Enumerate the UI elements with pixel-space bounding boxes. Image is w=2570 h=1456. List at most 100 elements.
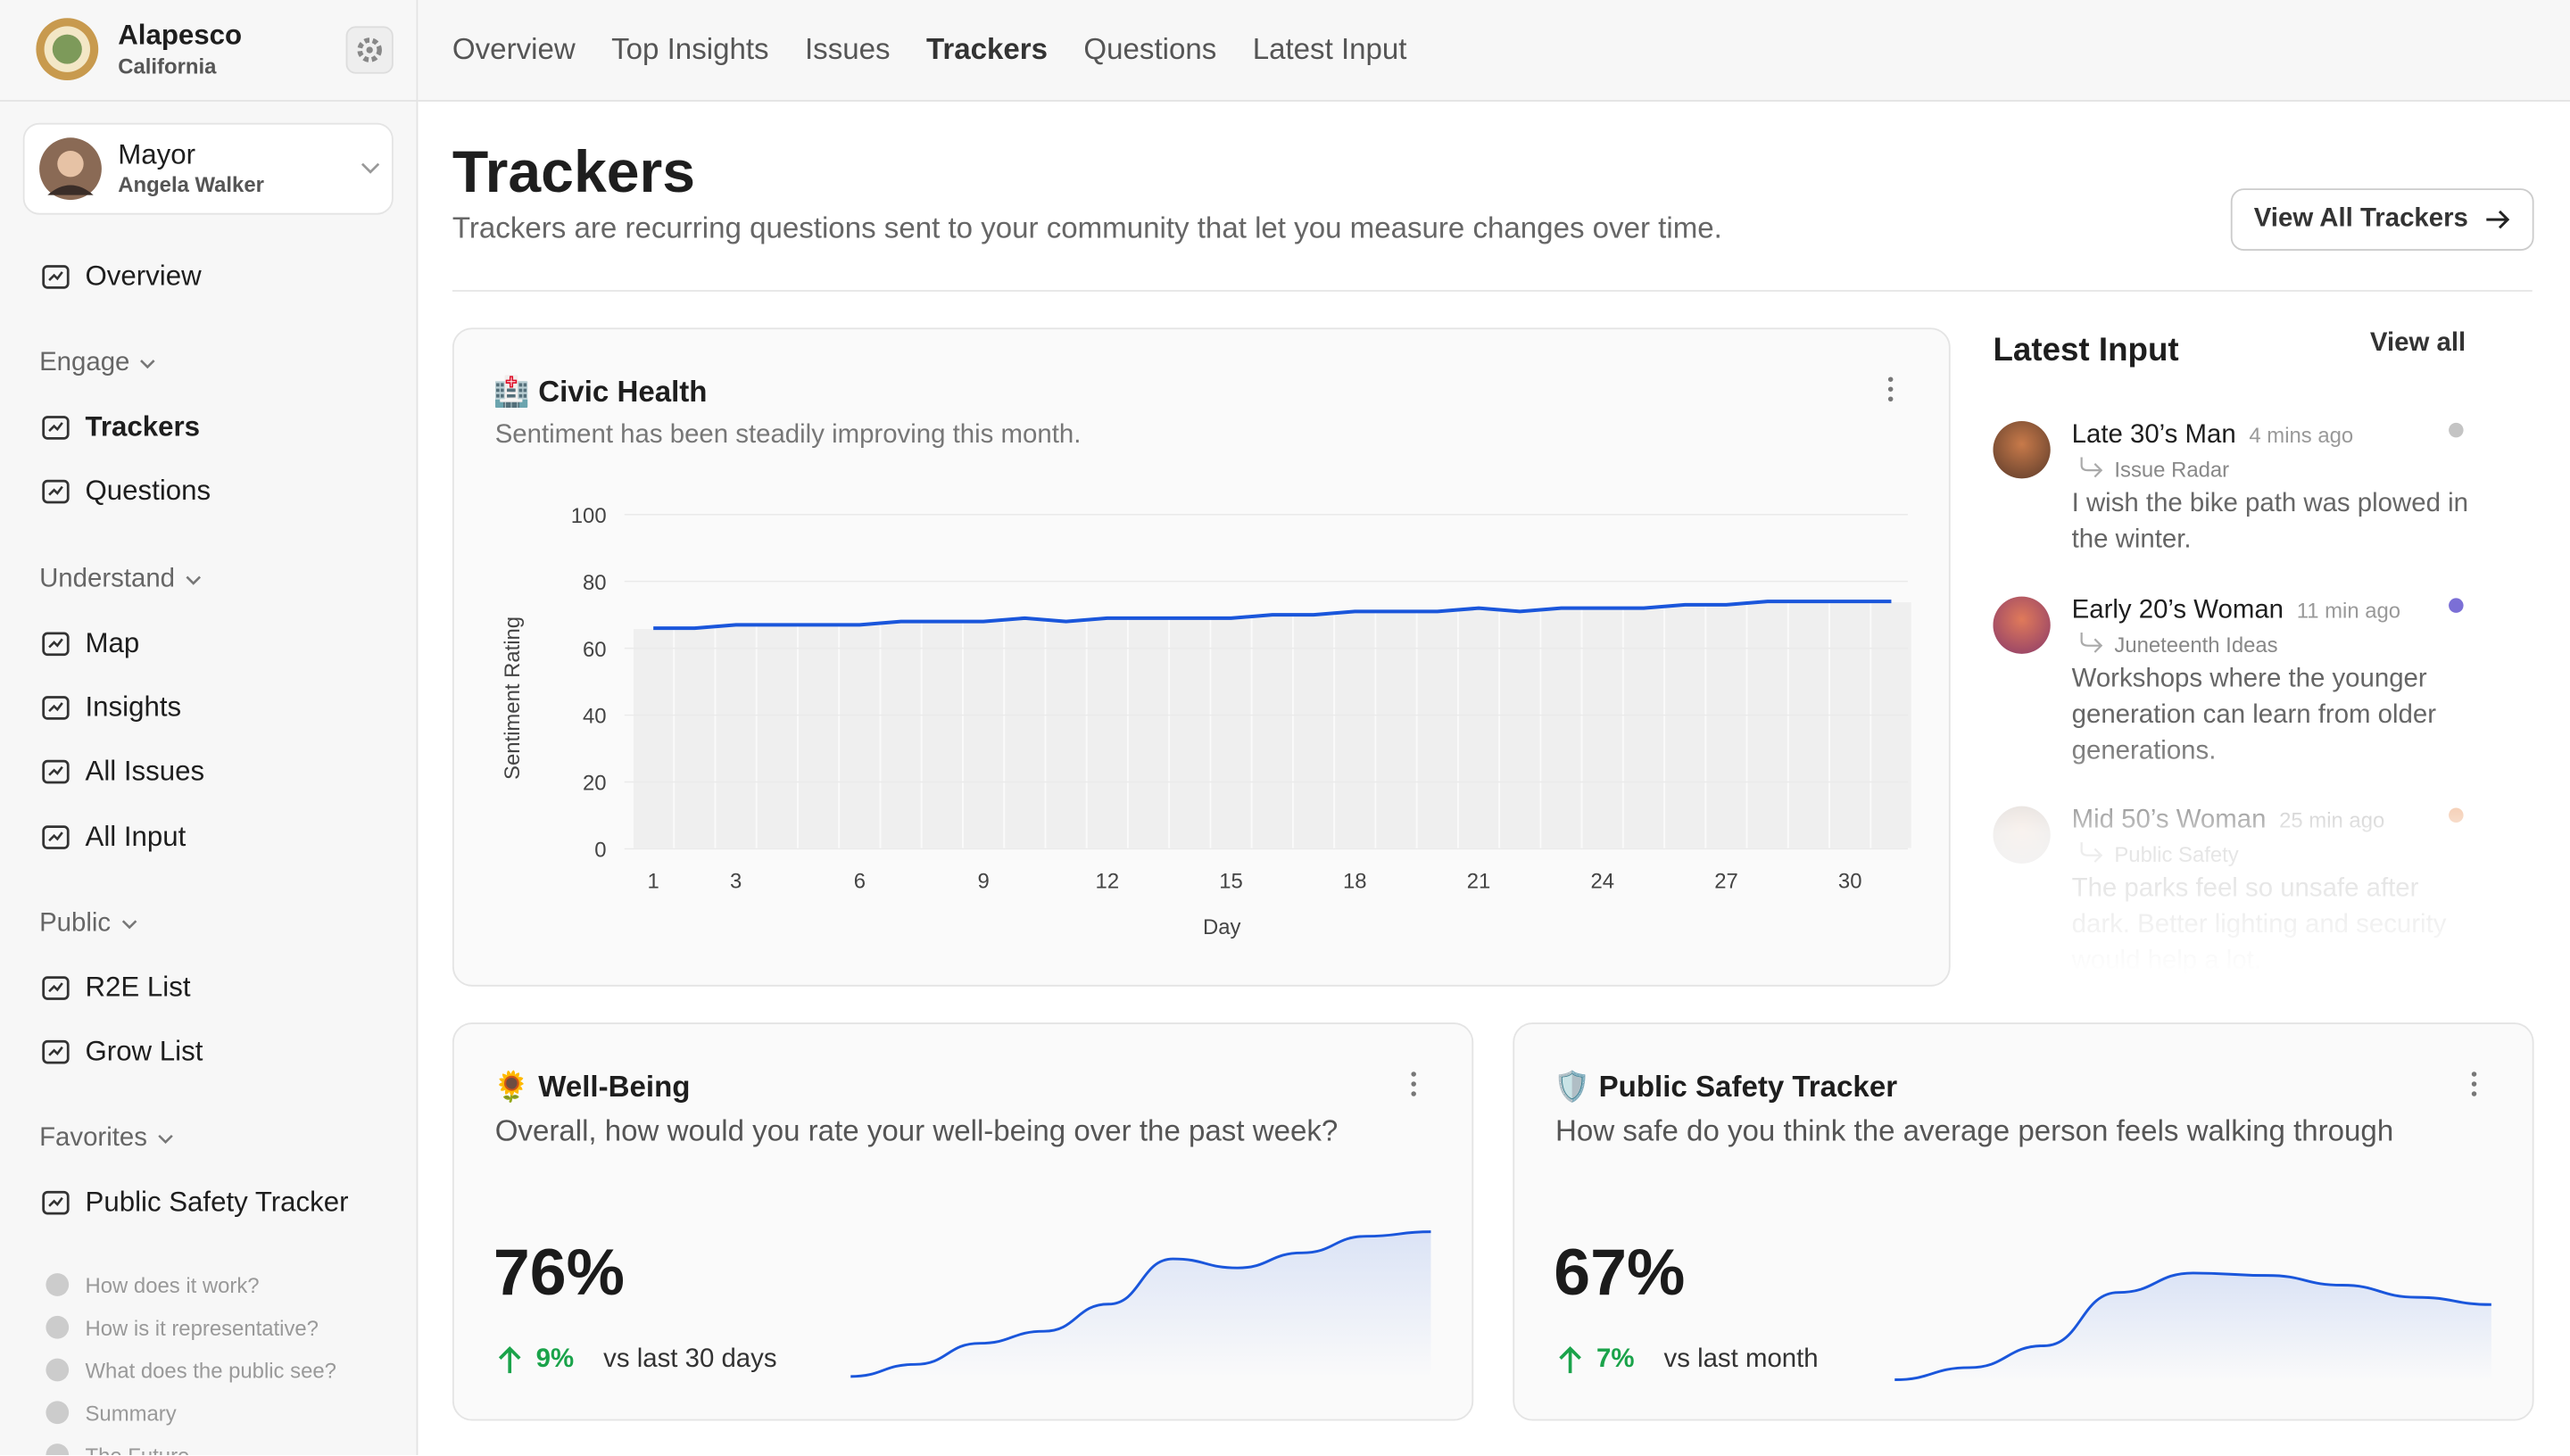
- help-link[interactable]: The Future: [85, 1443, 190, 1456]
- nav-icon: [42, 760, 70, 784]
- page-title: Trackers: [452, 137, 696, 205]
- bar: [1539, 607, 1583, 850]
- input-header: Early 20’s Woman 11 min ago: [2072, 597, 2400, 626]
- icon-shape: [48, 486, 63, 497]
- section-header[interactable]: Engage: [39, 344, 156, 384]
- card-subtitle: Sentiment has been steadily improving th…: [494, 421, 1082, 450]
- icon-shape: [42, 480, 70, 504]
- input-time: 4 mins ago: [2249, 422, 2354, 448]
- icon-shape: [42, 824, 70, 848]
- card-icon: 🏥: [493, 375, 531, 409]
- help-link[interactable]: How is it representative?: [85, 1314, 319, 1340]
- x-axis-label: Day: [1203, 915, 1241, 939]
- input-source: Public Safety: [2114, 842, 2239, 867]
- bar: [1580, 607, 1624, 850]
- latest-input: Latest Input View all Late 30’s Man 4 min…: [1993, 327, 2533, 975]
- nav-icon: [42, 1191, 70, 1216]
- y-axis-label: Sentiment Rating: [501, 616, 525, 780]
- side-item[interactable]: Insights: [85, 691, 182, 723]
- input-header: Late 30’s Man 4 mins ago: [2072, 421, 2354, 451]
- top-nav: Overview Top Insights Issues Trackers Questi…: [418, 0, 2570, 102]
- bar: [1663, 603, 1707, 850]
- bar: [1621, 607, 1666, 850]
- help-link[interactable]: Summary: [85, 1400, 177, 1426]
- bar: [632, 627, 676, 850]
- x-tick-label: 27: [1714, 870, 1738, 894]
- card-question: How safe do you think the average person…: [1555, 1113, 2394, 1147]
- side-item[interactable]: Overview: [85, 261, 202, 292]
- input-source: Juneteenth Ideas: [2114, 632, 2278, 658]
- nav-item[interactable]: Trackers: [925, 32, 1049, 66]
- side-item[interactable]: Trackers: [85, 411, 200, 443]
- bar: [1828, 600, 1872, 850]
- section-header[interactable]: Public: [39, 905, 137, 944]
- card-value: 67%: [1554, 1237, 1686, 1310]
- input-text: The parks feel so unsafe after dark. Bet…: [2071, 874, 2447, 975]
- icon-shape: [42, 760, 70, 784]
- side-item[interactable]: Grow List: [85, 1035, 203, 1067]
- user-card[interactable]: Mayor Angela Walker: [22, 122, 394, 215]
- y-tick-label: 100: [571, 504, 607, 528]
- menu-button[interactable]: [1411, 1071, 1417, 1101]
- side-item[interactable]: All Issues: [85, 756, 205, 787]
- icon-shape: [42, 265, 70, 289]
- avatar: [1993, 596, 2051, 654]
- icon-shape: [48, 1046, 63, 1056]
- card-icon: 🌻: [493, 1070, 531, 1104]
- input-text: Workshops where the younger generation c…: [2071, 665, 2437, 765]
- area: [850, 1231, 1431, 1378]
- user-name: Angela Walker: [118, 171, 264, 197]
- nav-item[interactable]: Top Insights: [611, 32, 769, 66]
- change-row: 9% vs last 30 days: [497, 1340, 777, 1379]
- nav-item[interactable]: Overview: [452, 32, 576, 66]
- side-item[interactable]: Public Safety Tracker: [85, 1187, 349, 1219]
- avatar: [1993, 806, 2051, 864]
- menu-button[interactable]: [2471, 1071, 2478, 1101]
- card-question: Overall, how would you rate your well-be…: [494, 1113, 1339, 1147]
- bar: [1250, 614, 1294, 850]
- x-tick-label: 9: [977, 870, 989, 894]
- x-tick-label: 3: [730, 870, 742, 894]
- page-subtitle: Trackers are recurring questions sent to…: [452, 211, 1722, 244]
- change-value: 7%: [1596, 1344, 1635, 1374]
- bar: [1003, 616, 1047, 850]
- view-all-trackers-button[interactable]: View All Trackers: [2230, 188, 2534, 252]
- settings-button[interactable]: [345, 26, 394, 74]
- side-item[interactable]: R2E List: [85, 971, 191, 1003]
- x-tick-label: 30: [1838, 870, 1862, 894]
- bar: [1787, 600, 1831, 850]
- icon-shape: [48, 766, 63, 777]
- side-item[interactable]: Questions: [85, 476, 211, 508]
- bar: [1333, 610, 1377, 850]
- side-item[interactable]: Map: [85, 626, 140, 658]
- icon-shape: [48, 1197, 63, 1208]
- card-icon: 🛡️: [1554, 1070, 1591, 1104]
- side-item[interactable]: All Input: [85, 820, 187, 852]
- nav-icon: [42, 975, 70, 1000]
- icon-shape: [42, 416, 70, 440]
- card-title: 🌻 Well-Being: [493, 1070, 691, 1104]
- nav-icon: [42, 480, 70, 504]
- input-time: 11 min ago: [2296, 598, 2401, 623]
- line: [653, 600, 1892, 631]
- view-all-link[interactable]: View all: [2369, 329, 2466, 358]
- bar: [838, 624, 882, 850]
- card-title-text: Well-Being: [538, 1070, 691, 1104]
- icon-shape: [42, 1191, 70, 1216]
- bar: [962, 620, 1006, 850]
- help-icon: [46, 1358, 70, 1382]
- help-link[interactable]: How does it work?: [85, 1272, 260, 1297]
- section-header[interactable]: Understand: [39, 559, 201, 599]
- bar: [920, 620, 964, 850]
- menu-button[interactable]: [1887, 376, 1894, 406]
- input-time: 25 min ago: [2279, 807, 2385, 833]
- help-link[interactable]: What does the public see?: [85, 1357, 336, 1383]
- section-header[interactable]: Favorites: [39, 1120, 173, 1159]
- nav-item[interactable]: Issues: [804, 32, 891, 66]
- input-author: Early 20’s Woman: [2071, 596, 2284, 625]
- nav-item[interactable]: Questions: [1083, 32, 1217, 66]
- bar: [797, 624, 841, 850]
- x-tick-label: 18: [1343, 870, 1367, 894]
- line: [1894, 1271, 2491, 1381]
- nav-item[interactable]: Latest Input: [1252, 32, 1407, 66]
